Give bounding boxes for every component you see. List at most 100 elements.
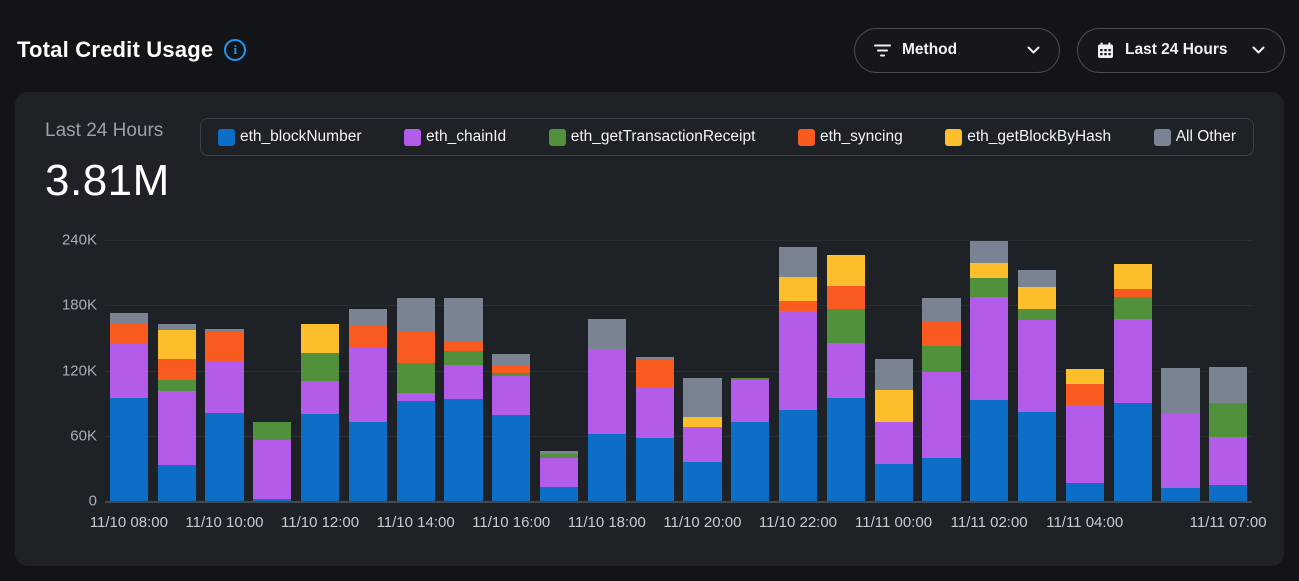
bar-column[interactable] <box>822 240 870 501</box>
bar-segment[interactable] <box>300 414 340 501</box>
bar-segment[interactable] <box>396 297 435 333</box>
bar-column[interactable] <box>153 240 201 501</box>
bar-segment[interactable] <box>778 310 818 410</box>
bar-segment[interactable] <box>109 322 148 345</box>
bar-segment[interactable] <box>922 321 961 346</box>
bar-segment[interactable] <box>1017 270 1057 287</box>
bar-segment[interactable] <box>635 358 674 387</box>
bar-segment[interactable] <box>1113 296 1152 320</box>
bar-segment[interactable] <box>826 285 865 309</box>
bar-segment[interactable] <box>1065 482 1104 501</box>
bar-segment[interactable] <box>348 347 387 422</box>
bar-segment[interactable] <box>635 357 674 359</box>
bar-segment[interactable] <box>109 312 148 323</box>
bar-column[interactable] <box>1204 240 1252 501</box>
bar-segment[interactable] <box>1017 308 1057 321</box>
bar-segment[interactable] <box>492 415 531 501</box>
bar-segment[interactable] <box>253 421 292 441</box>
bar-segment[interactable] <box>348 308 387 326</box>
bar-segment[interactable] <box>109 344 148 398</box>
bar-segment[interactable] <box>1017 411 1057 501</box>
legend-item[interactable]: eth_syncing <box>797 128 903 146</box>
bar-column[interactable] <box>105 240 153 501</box>
bar-segment[interactable] <box>922 457 961 501</box>
bar-segment[interactable] <box>587 319 626 349</box>
bar-segment[interactable] <box>1209 484 1248 501</box>
bar-segment[interactable] <box>1209 367 1248 404</box>
bar-segment[interactable] <box>922 297 961 322</box>
legend-item[interactable]: eth_blockNumber <box>218 128 361 146</box>
bar-segment[interactable] <box>539 486 579 501</box>
bar-segment[interactable] <box>157 323 196 331</box>
bar-segment[interactable] <box>1113 403 1152 501</box>
bar-segment[interactable] <box>1017 286 1057 309</box>
bar-segment[interactable] <box>970 241 1009 263</box>
bar-segment[interactable] <box>731 380 770 422</box>
bar-segment[interactable] <box>1161 368 1200 413</box>
bar-segment[interactable] <box>205 332 244 361</box>
bar-segment[interactable] <box>874 421 913 465</box>
bar-segment[interactable] <box>635 386 674 438</box>
bar-segment[interactable] <box>778 300 818 311</box>
bar-segment[interactable] <box>970 399 1009 501</box>
bar-segment[interactable] <box>1113 288 1152 297</box>
bar-segment[interactable] <box>826 255 865 286</box>
bar-segment[interactable] <box>444 350 483 366</box>
bar-segment[interactable] <box>1065 405 1104 483</box>
bar-segment[interactable] <box>205 329 244 333</box>
bar-column[interactable] <box>248 240 296 501</box>
bar-segment[interactable] <box>922 371 961 458</box>
bar-segment[interactable] <box>1065 369 1104 384</box>
bar-segment[interactable] <box>1209 436 1248 485</box>
bar-segment[interactable] <box>1161 487 1200 501</box>
bar-segment[interactable] <box>970 296 1009 400</box>
bar-segment[interactable] <box>348 325 387 348</box>
bar-column[interactable] <box>583 240 631 501</box>
bar-segment[interactable] <box>587 433 626 501</box>
legend-item[interactable]: eth_getTransactionReceipt <box>548 128 755 146</box>
bar-segment[interactable] <box>205 360 244 413</box>
bar-segment[interactable] <box>683 427 722 462</box>
bar-segment[interactable] <box>348 421 387 501</box>
legend-item[interactable]: eth_getBlockByHash <box>945 128 1111 146</box>
bar-column[interactable] <box>344 240 392 501</box>
bar-segment[interactable] <box>444 398 483 501</box>
bar-column[interactable] <box>774 240 822 501</box>
bar-segment[interactable] <box>157 465 196 501</box>
bar-segment[interactable] <box>253 498 292 501</box>
bar-segment[interactable] <box>1017 320 1057 412</box>
bar-segment[interactable] <box>635 437 674 501</box>
bar-segment[interactable] <box>826 343 865 398</box>
bar-segment[interactable] <box>396 393 435 401</box>
bar-column[interactable] <box>870 240 918 501</box>
bar-column[interactable] <box>535 240 583 501</box>
bar-column[interactable] <box>440 240 488 501</box>
bar-segment[interactable] <box>253 440 292 499</box>
bar-segment[interactable] <box>1161 412 1200 488</box>
bar-segment[interactable] <box>109 397 148 501</box>
bar-segment[interactable] <box>922 345 961 372</box>
method-filter-dropdown[interactable]: Method <box>854 27 1060 73</box>
bar-column[interactable] <box>965 240 1013 501</box>
bar-segment[interactable] <box>300 381 340 414</box>
bar-column[interactable] <box>296 240 344 501</box>
bar-segment[interactable] <box>683 417 722 428</box>
bar-segment[interactable] <box>492 375 531 416</box>
legend-item[interactable]: eth_chainId <box>404 128 506 146</box>
bar-column[interactable] <box>201 240 249 501</box>
bar-segment[interactable] <box>205 412 244 501</box>
time-range-dropdown[interactable]: Last 24 Hours <box>1077 27 1285 73</box>
bar-column[interactable] <box>918 240 966 501</box>
bar-segment[interactable] <box>731 421 770 501</box>
bar-column[interactable] <box>1013 240 1061 501</box>
bar-column[interactable] <box>726 240 774 501</box>
bar-segment[interactable] <box>157 380 196 392</box>
bar-segment[interactable] <box>396 332 435 363</box>
bar-segment[interactable] <box>970 262 1009 279</box>
info-icon[interactable]: i <box>224 39 247 61</box>
bar-segment[interactable] <box>539 451 579 455</box>
bar-segment[interactable] <box>826 308 865 344</box>
bar-segment[interactable] <box>396 400 435 501</box>
bar-segment[interactable] <box>778 277 818 301</box>
bar-column[interactable] <box>679 240 727 501</box>
